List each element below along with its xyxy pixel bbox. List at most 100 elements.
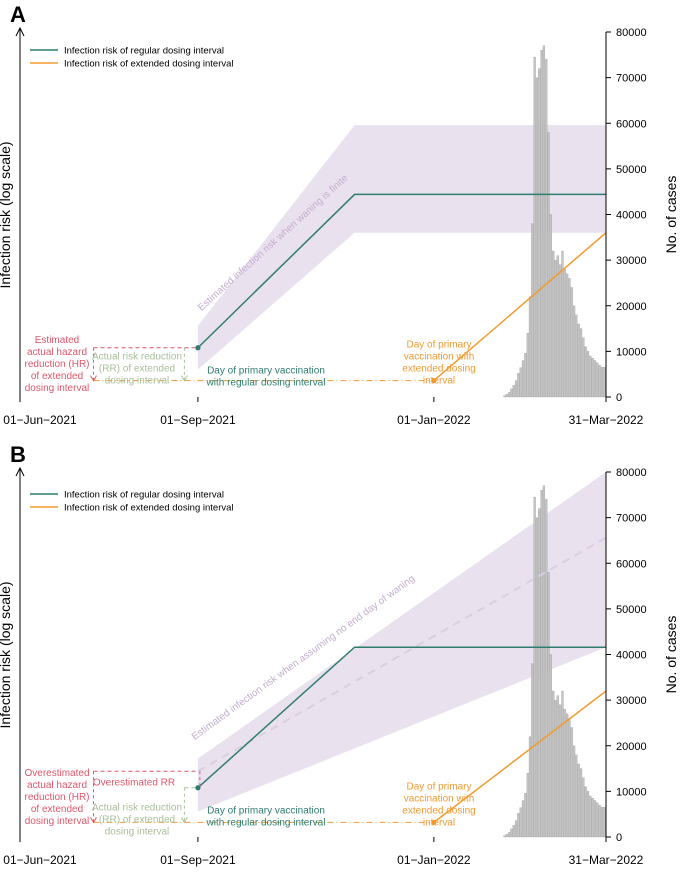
case-bar [556, 255, 559, 398]
case-bar [570, 727, 573, 838]
y2-tick-label: 40000 [616, 210, 647, 222]
y2-tick-label: 30000 [616, 255, 647, 267]
x-tick-label: 31−Mar−2022 [569, 853, 644, 867]
case-bar [598, 804, 601, 838]
case-bar [549, 214, 552, 398]
y2-tick-label: 20000 [616, 741, 647, 753]
hazard-annotation: actual hazard [27, 347, 87, 358]
case-bar [559, 264, 562, 398]
case-bar [517, 813, 520, 838]
case-bar [591, 358, 594, 398]
case-bar [591, 798, 594, 838]
y2-tick-label: 50000 [616, 604, 647, 616]
case-bar [589, 355, 592, 398]
hazard-annotation: actual hazard [27, 780, 87, 791]
legend-entry: Infection risk of extended dosing interv… [64, 59, 234, 70]
case-bar [533, 56, 536, 398]
hazard-annotation: dosing interval [25, 816, 89, 827]
x-tick-label: 01−Jun−2021 [3, 853, 77, 867]
case-bar [584, 346, 587, 398]
case-bar [512, 384, 515, 398]
case-bar [584, 786, 587, 838]
extended-day-annotation: vaccination with [404, 794, 475, 805]
case-bar [528, 736, 532, 838]
case-bar [524, 793, 527, 838]
extended-day-annotation: extended dosing [402, 806, 475, 817]
case-bar [526, 772, 529, 838]
case-bar [526, 332, 529, 398]
y2-axis-label: No. of cases [663, 176, 679, 254]
case-bar [540, 490, 543, 838]
case-bar [603, 367, 606, 398]
case-bar [575, 314, 578, 398]
case-bar [514, 380, 518, 398]
case-bar [521, 800, 525, 838]
extended-day-annotation: interval [423, 818, 455, 829]
x-tick-label: 31−Mar−2022 [569, 413, 644, 427]
y2-tick-label: 0 [616, 392, 622, 404]
case-bar [507, 392, 511, 398]
legend-entry: Infection risk of extended dosing interv… [64, 503, 234, 514]
rr-annotation: (RR) of extended [99, 364, 175, 375]
case-bar [586, 791, 590, 838]
case-bar [519, 367, 522, 398]
hazard-annotation: of extended [31, 804, 83, 815]
y2-tick-label: 40000 [616, 650, 647, 662]
case-bar [538, 508, 541, 838]
y2-tick-label: 50000 [616, 164, 647, 176]
x-tick-label: 01−Sep−2021 [160, 853, 236, 867]
panel-label: A [10, 2, 26, 27]
case-bar [503, 395, 506, 398]
case-bar [598, 364, 601, 398]
hazard-annotation: reduction (HR) [24, 792, 89, 803]
case-bar [554, 259, 557, 398]
hazard-annotation: Estimated [35, 335, 79, 346]
rr-annotation: Actual risk reduction [92, 803, 182, 814]
case-bar [577, 763, 580, 838]
hazard-annotation: of extended [31, 371, 83, 382]
y2-tick-label: 10000 [616, 786, 647, 798]
case-bar [505, 834, 508, 838]
case-bar [524, 353, 527, 398]
regular-day-annotation: with regular dosing interval [206, 378, 326, 389]
extended-day-annotation: Day of primary [406, 782, 471, 793]
y2-tick-label: 10000 [616, 346, 647, 358]
case-bar [593, 360, 597, 398]
y-axis-label: Infection risk (log scale) [0, 581, 13, 728]
case-bar [545, 59, 548, 398]
case-bar [549, 654, 552, 838]
case-bar [535, 77, 539, 398]
case-bar [596, 802, 599, 838]
case-bar [566, 713, 569, 838]
y2-tick-label: 80000 [616, 27, 647, 39]
case-bar [600, 367, 604, 398]
y-axis-label: Infection risk (log scale) [0, 141, 13, 288]
case-bar [596, 362, 599, 398]
y2-tick-label: 70000 [616, 73, 647, 85]
case-bar [547, 572, 550, 838]
case-bar [566, 273, 569, 398]
case-bar [600, 807, 604, 838]
x-tick-label: 01−Jun−2021 [3, 413, 77, 427]
case-bar [568, 718, 571, 838]
hazard-annotation: Overestimated [24, 768, 89, 779]
x-tick-label: 01−Jan−2022 [397, 853, 471, 867]
case-bar [552, 690, 555, 838]
case-bar [589, 795, 592, 838]
case-bar [568, 278, 571, 398]
case-bar [572, 305, 576, 398]
extended-day-annotation: extended dosing [402, 364, 475, 375]
y2-axis-label: No. of cases [663, 616, 679, 694]
case-bar [507, 832, 511, 838]
extended-risk-line [433, 690, 607, 823]
case-bar [579, 328, 583, 398]
legend-entry: Infection risk of regular dosing interva… [64, 46, 224, 57]
rr-annotation: dosing interval [105, 827, 169, 838]
x-tick-label: 01−Sep−2021 [160, 413, 236, 427]
y2-tick-label: 20000 [616, 301, 647, 313]
case-bar [531, 663, 534, 838]
case-bar [510, 828, 513, 838]
case-bar [572, 745, 576, 838]
